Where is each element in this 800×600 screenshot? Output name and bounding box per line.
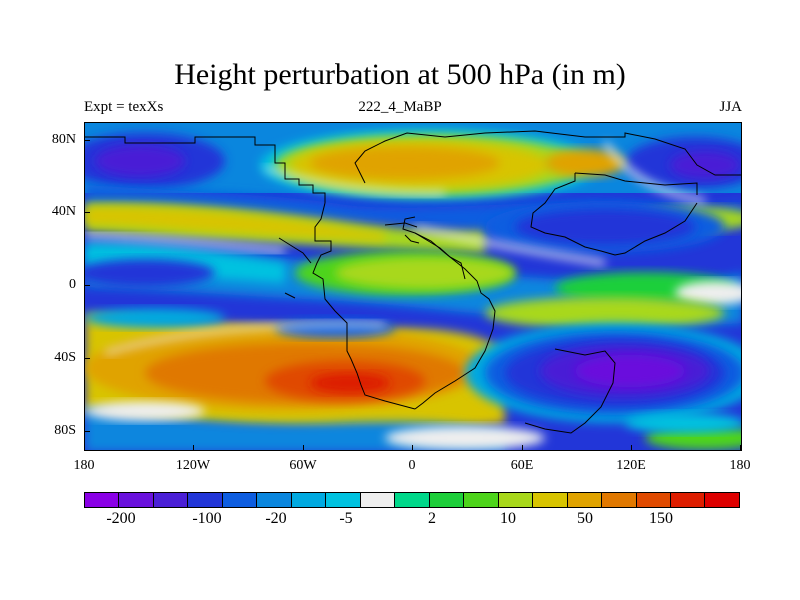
x-tick-mark <box>412 445 413 451</box>
colorbar-label: -200 <box>106 510 136 527</box>
x-tick-label: 120E <box>616 458 646 473</box>
colorbar-label: 10 <box>500 510 516 527</box>
x-tick-label: 120W <box>175 458 211 473</box>
run-label: 222_4_MaBP <box>358 99 442 115</box>
colorbar-swatch <box>326 493 361 507</box>
colorbar-label: -20 <box>265 510 287 527</box>
colorbar-swatch <box>153 493 189 507</box>
y-tick-mark <box>84 212 90 213</box>
x-tick-mark <box>193 445 194 451</box>
colorbar-swatch <box>188 493 223 507</box>
colorbar-swatch <box>602 493 637 507</box>
y-tick-label: 80N <box>51 132 76 147</box>
coastlines <box>85 130 741 434</box>
y-tick-mark <box>84 140 90 141</box>
x-tick-label: 180 <box>73 458 95 473</box>
season-label: JJA <box>719 99 742 115</box>
colorbar-swatch <box>222 493 258 507</box>
experiment-label: Expt = texXs <box>84 99 164 115</box>
colorbar-swatch <box>291 493 327 507</box>
y-tick-label: 80S <box>54 423 76 438</box>
y-tick-label: 40S <box>54 350 76 365</box>
colorbar-swatch <box>670 493 706 507</box>
x-tick-mark <box>303 445 304 451</box>
colorbar-swatch <box>395 493 430 507</box>
colorbar-label: 150 <box>649 510 673 527</box>
x-tick-mark <box>631 445 632 451</box>
y-tick-mark <box>84 358 90 359</box>
colorbar-label: -5 <box>339 510 353 527</box>
colorbar-swatch <box>464 493 499 507</box>
y-tick-label: 0 <box>69 277 76 292</box>
colorbar-swatch <box>85 493 120 507</box>
x-tick-mark <box>522 445 523 451</box>
x-tick-mark <box>740 445 741 451</box>
colorbar-label: 50 <box>577 510 593 527</box>
y-tick-label: 40N <box>51 204 76 219</box>
y-tick-mark <box>84 285 90 286</box>
x-tick-label: 60W <box>289 458 317 473</box>
x-tick-mark <box>84 445 85 451</box>
x-tick-label: 0 <box>408 458 416 473</box>
colorbar-swatch <box>360 493 396 507</box>
colorbar-swatch <box>567 493 603 507</box>
colorbar-swatch <box>257 493 292 507</box>
colorbar-swatch <box>533 493 568 507</box>
colorbar <box>84 492 740 508</box>
y-tick-mark <box>84 431 90 432</box>
x-tick-label: 180 <box>729 458 751 473</box>
contour-map <box>84 122 742 451</box>
contour-field <box>85 123 741 450</box>
plot-title: Height perturbation at 500 hPa (in m) <box>174 58 626 91</box>
colorbar-swatch <box>498 493 534 507</box>
colorbar-swatch <box>429 493 465 507</box>
colorbar-swatch <box>119 493 154 507</box>
colorbar-swatch <box>636 493 671 507</box>
colorbar-label: 2 <box>428 510 436 527</box>
colorbar-label: -100 <box>192 510 222 527</box>
colorbar-swatch <box>705 493 739 507</box>
x-tick-label: 60E <box>510 458 534 473</box>
